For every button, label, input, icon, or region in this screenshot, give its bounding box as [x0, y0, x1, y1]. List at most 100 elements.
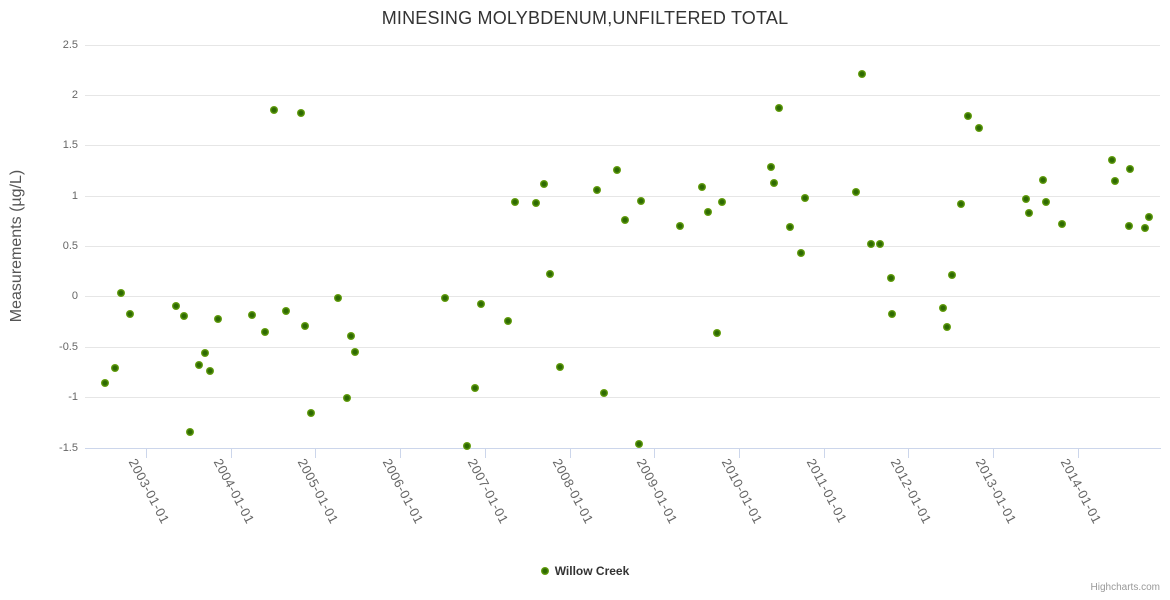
data-point[interactable] — [186, 427, 195, 436]
y-axis-label: -0.5 — [59, 340, 78, 353]
x-axis-tick — [569, 448, 571, 458]
data-point[interactable] — [857, 70, 866, 79]
data-point[interactable] — [503, 317, 512, 326]
y-axis-label: 0 — [71, 290, 78, 303]
data-point[interactable] — [556, 363, 565, 372]
data-point[interactable] — [101, 378, 110, 387]
data-point[interactable] — [1144, 213, 1153, 222]
data-point[interactable] — [867, 240, 876, 249]
x-axis-label: 2008-01-01 — [549, 456, 597, 527]
data-point[interactable] — [1110, 177, 1119, 185]
data-point[interactable] — [770, 179, 779, 188]
data-point[interactable] — [540, 180, 549, 189]
x-axis-label: 2010-01-01 — [718, 456, 766, 527]
y-axis-label: 0.5 — [62, 240, 78, 252]
x-axis-label: 2013-01-01 — [972, 456, 1020, 527]
data-point[interactable] — [637, 197, 646, 206]
data-point[interactable] — [774, 104, 783, 113]
data-point[interactable] — [592, 186, 601, 195]
data-point[interactable] — [171, 301, 180, 310]
data-point[interactable] — [888, 310, 897, 318]
data-point[interactable] — [213, 315, 222, 324]
x-axis-tick — [230, 448, 232, 458]
data-point[interactable] — [964, 111, 973, 120]
data-point[interactable] — [1022, 195, 1031, 204]
data-point[interactable] — [297, 108, 305, 117]
data-point[interactable] — [876, 240, 885, 249]
data-point[interactable] — [194, 361, 203, 370]
data-point[interactable] — [269, 106, 278, 115]
data-point[interactable] — [511, 198, 520, 207]
grid-line — [85, 94, 1160, 96]
data-point[interactable] — [351, 348, 360, 357]
data-point[interactable] — [612, 165, 621, 174]
data-point[interactable] — [201, 349, 210, 358]
data-point[interactable] — [301, 322, 310, 331]
x-axis-tick — [315, 448, 317, 458]
data-point[interactable] — [1025, 209, 1034, 218]
data-point[interactable] — [717, 198, 726, 207]
highcharts-credit-link[interactable]: Highcharts.com — [1090, 582, 1160, 593]
data-point[interactable] — [975, 123, 984, 132]
y-axis-label: 2 — [71, 88, 78, 101]
data-point[interactable] — [796, 248, 805, 257]
data-point[interactable] — [281, 306, 290, 315]
data-point[interactable] — [205, 367, 214, 376]
data-point[interactable] — [1058, 220, 1067, 229]
data-point[interactable] — [477, 299, 486, 308]
data-point[interactable] — [1042, 198, 1051, 207]
data-point[interactable] — [698, 183, 707, 192]
data-point[interactable] — [334, 293, 343, 302]
grid-line — [85, 346, 1160, 348]
data-point[interactable] — [546, 269, 555, 278]
grid-line — [85, 44, 1160, 46]
data-point[interactable] — [346, 332, 355, 341]
data-point[interactable] — [1125, 222, 1134, 231]
data-point[interactable] — [600, 388, 609, 397]
data-point[interactable] — [785, 223, 794, 232]
data-point[interactable] — [886, 273, 895, 282]
y-axis-label: 1.5 — [62, 139, 78, 152]
x-axis-tick — [908, 448, 910, 458]
data-point[interactable] — [110, 364, 119, 373]
data-point[interactable] — [180, 312, 189, 321]
data-point[interactable] — [1126, 164, 1135, 173]
data-point[interactable] — [116, 288, 125, 297]
data-point[interactable] — [956, 200, 965, 209]
y-axis-label: 2.5 — [62, 38, 78, 51]
data-point[interactable] — [851, 188, 860, 197]
x-axis-tick — [738, 448, 740, 458]
data-point[interactable] — [342, 393, 351, 402]
data-point[interactable] — [943, 323, 952, 332]
data-point[interactable] — [471, 383, 480, 392]
data-point[interactable] — [1141, 224, 1150, 233]
x-axis-label: 2012-01-01 — [888, 456, 935, 527]
data-point[interactable] — [1038, 176, 1047, 184]
x-axis-label: 2004-01-01 — [210, 456, 258, 527]
data-point[interactable] — [247, 311, 256, 319]
data-point[interactable] — [712, 329, 721, 338]
data-point[interactable] — [307, 408, 316, 417]
data-point[interactable] — [767, 162, 776, 171]
y-axis-label: -1.5 — [59, 441, 78, 454]
data-point[interactable] — [634, 439, 643, 448]
y-axis-label: -1 — [68, 391, 78, 404]
data-point[interactable] — [125, 310, 134, 318]
legend-item-willow-creek[interactable]: Willow Creek — [0, 563, 1170, 579]
data-point[interactable] — [620, 216, 629, 225]
data-point[interactable] — [260, 328, 269, 337]
data-point[interactable] — [532, 199, 541, 208]
data-point[interactable] — [440, 293, 449, 302]
data-point[interactable] — [1107, 155, 1116, 164]
grid-line — [85, 246, 1160, 247]
data-point[interactable] — [676, 222, 685, 231]
data-point[interactable] — [463, 441, 471, 450]
data-point[interactable] — [704, 208, 713, 217]
x-axis-label: 2009-01-01 — [633, 456, 681, 527]
data-point[interactable] — [800, 194, 809, 203]
grid-line — [85, 195, 1160, 197]
data-point[interactable] — [939, 303, 948, 312]
x-axis-tick — [146, 448, 147, 458]
x-axis-label: 2014-01-01 — [1057, 456, 1105, 527]
data-point[interactable] — [948, 270, 957, 279]
